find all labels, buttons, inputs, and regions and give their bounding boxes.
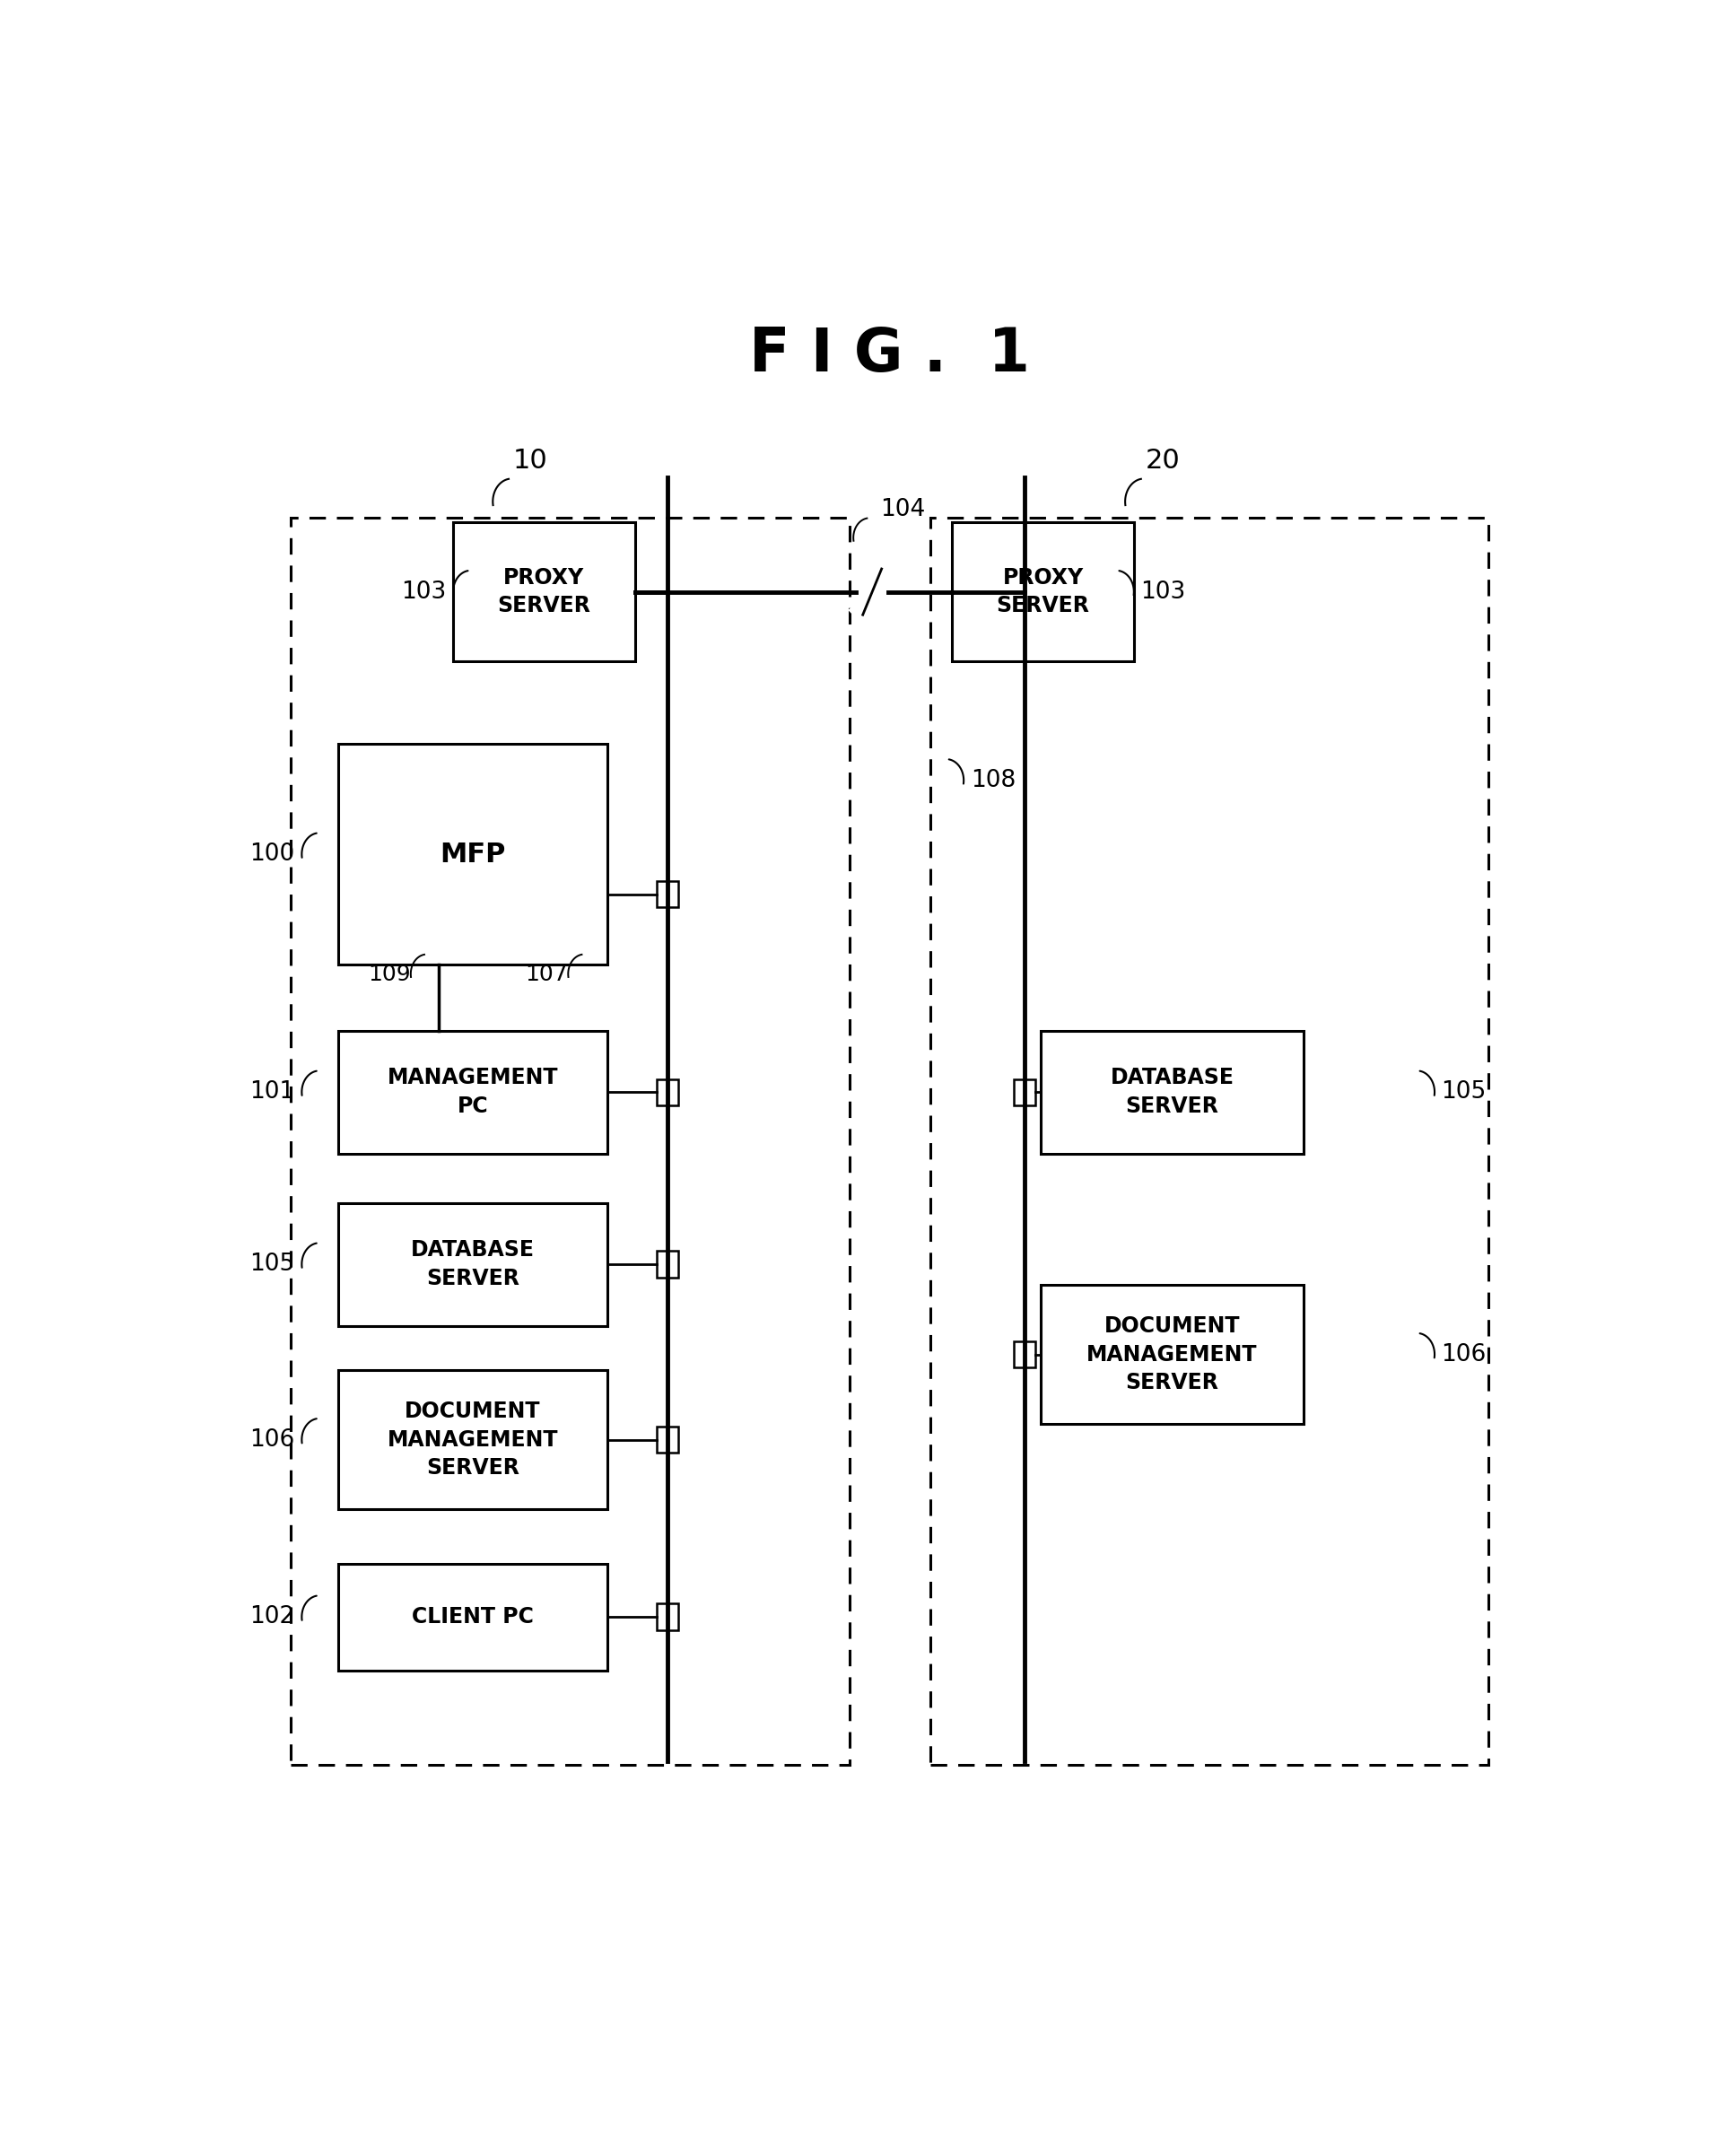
Text: F I G .  1: F I G . 1	[750, 324, 1029, 383]
Text: CLIENT PC: CLIENT PC	[411, 1606, 533, 1627]
Text: 100: 100	[250, 843, 295, 867]
Text: 108: 108	[970, 769, 1016, 792]
Text: 101: 101	[250, 1080, 295, 1103]
Text: MANAGEMENT
PC: MANAGEMENT PC	[387, 1067, 557, 1116]
Bar	[1014, 1342, 1035, 1367]
Text: 103: 103	[401, 579, 446, 603]
Bar	[339, 1563, 608, 1670]
Text: 10: 10	[514, 447, 549, 473]
Bar	[292, 518, 849, 1764]
Bar	[953, 522, 1134, 662]
Text: DOCUMENT
MANAGEMENT
SERVER: DOCUMENT MANAGEMENT SERVER	[387, 1402, 557, 1478]
Text: PROXY
SERVER: PROXY SERVER	[496, 567, 590, 618]
Text: MFP: MFP	[439, 841, 505, 867]
Bar	[339, 1031, 608, 1154]
Text: 109: 109	[368, 963, 411, 984]
Bar	[339, 743, 608, 965]
Bar	[1042, 1031, 1304, 1154]
Bar	[1014, 1080, 1035, 1105]
Text: DATABASE
SERVER: DATABASE SERVER	[1111, 1067, 1234, 1116]
Text: DOCUMENT
MANAGEMENT
SERVER: DOCUMENT MANAGEMENT SERVER	[1087, 1316, 1257, 1393]
Bar	[656, 1427, 679, 1453]
Bar	[1042, 1284, 1304, 1425]
Text: PROXY
SERVER: PROXY SERVER	[996, 567, 1090, 618]
Bar	[656, 1080, 679, 1105]
Bar	[339, 1203, 608, 1325]
Text: 105: 105	[1441, 1080, 1486, 1103]
Text: 105: 105	[250, 1252, 295, 1276]
Text: 20: 20	[1146, 447, 1180, 473]
Text: 102: 102	[250, 1606, 295, 1629]
Text: 107: 107	[526, 963, 568, 984]
Text: 103: 103	[1141, 579, 1186, 603]
Text: 106: 106	[1441, 1342, 1486, 1365]
Bar	[656, 882, 679, 907]
Bar	[656, 1604, 679, 1629]
Text: 104: 104	[880, 498, 925, 522]
Bar	[339, 1370, 608, 1510]
Bar	[930, 518, 1488, 1764]
Bar	[453, 522, 635, 662]
Text: DATABASE
SERVER: DATABASE SERVER	[411, 1240, 535, 1289]
Bar	[656, 1250, 679, 1278]
Text: 106: 106	[250, 1427, 295, 1451]
